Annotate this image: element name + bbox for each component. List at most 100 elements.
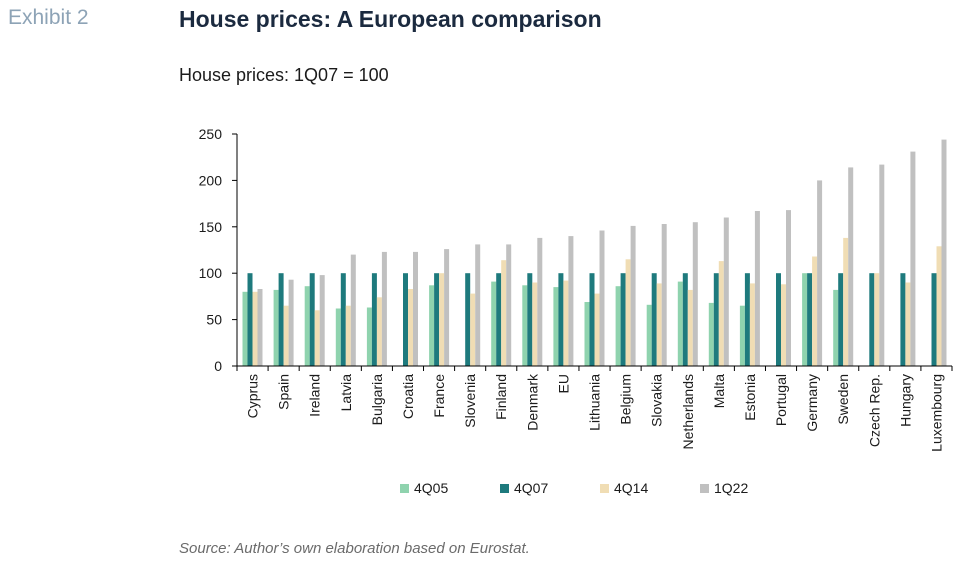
bar-4q07-hungary bbox=[900, 273, 906, 366]
bar-4q14-bulgaria bbox=[376, 297, 382, 366]
legend-swatch bbox=[400, 483, 409, 493]
legend-label: 4Q14 bbox=[614, 480, 649, 496]
bar-4q14-germany bbox=[812, 256, 818, 366]
legend-label: 4Q05 bbox=[414, 480, 449, 496]
bar-4q14-croatia bbox=[408, 289, 413, 366]
bar-4q14-lithuania bbox=[594, 293, 600, 366]
bar-4q07-portugal bbox=[776, 273, 781, 366]
x-tick-label: Croatia bbox=[400, 374, 416, 419]
bar-4q05-ireland bbox=[304, 286, 310, 366]
bar-4q14-denmark bbox=[532, 282, 538, 366]
bar-1q22-ireland bbox=[319, 275, 325, 366]
bar-4q14-estonia bbox=[749, 283, 755, 366]
legend-label: 1Q22 bbox=[714, 480, 749, 496]
bar-4q07-malta bbox=[713, 273, 719, 366]
bar-4q14-hungary bbox=[905, 282, 911, 366]
bar-4q05-denmark bbox=[522, 285, 528, 366]
x-tick-label: Czech Rep. bbox=[866, 374, 882, 447]
bar-1q22-sweden bbox=[848, 167, 854, 366]
bars-group bbox=[242, 139, 947, 366]
bar-4q07-bulgaria bbox=[371, 273, 377, 366]
bar-4q07-finland bbox=[496, 273, 502, 366]
x-tick-label: Denmark bbox=[524, 373, 540, 431]
bar-1q22-croatia bbox=[413, 251, 418, 366]
legend-label: 4Q07 bbox=[514, 480, 549, 496]
y-tick-label: 250 bbox=[199, 126, 223, 142]
x-tick-label: Portugal bbox=[773, 374, 789, 426]
x-tick-label: Cyprus bbox=[245, 374, 261, 418]
bar-4q14-malta bbox=[718, 261, 724, 366]
bar-4q14-cyprus bbox=[252, 291, 258, 366]
bar-4q05-lithuania bbox=[584, 302, 590, 366]
y-tick-label: 100 bbox=[199, 265, 223, 281]
bar-4q07-denmark bbox=[527, 273, 533, 366]
bar-1q22-france bbox=[444, 249, 450, 366]
bar-4q07-belgium bbox=[620, 273, 626, 366]
legend-swatch bbox=[500, 483, 509, 493]
bar-4q14-sweden bbox=[843, 237, 849, 366]
bar-4q07-croatia bbox=[403, 273, 408, 366]
bar-1q22-luxembourg bbox=[941, 139, 947, 366]
bar-4q14-latvia bbox=[345, 305, 351, 366]
x-tick-label: Slovakia bbox=[649, 374, 665, 427]
x-tick-label: Latvia bbox=[338, 374, 354, 412]
bar-4q14-portugal bbox=[781, 284, 786, 366]
bar-4q05-finland bbox=[491, 281, 497, 366]
x-tick-label: EU bbox=[555, 374, 571, 393]
bar-4q05-germany bbox=[802, 273, 808, 366]
bar-4q05-malta bbox=[708, 302, 714, 366]
y-tick-label: 0 bbox=[214, 358, 222, 374]
bar-1q22-netherlands bbox=[692, 222, 698, 366]
legend-item-4q05: 4Q05 bbox=[400, 480, 500, 496]
x-tick-label: Ireland bbox=[307, 374, 323, 417]
source-note: Source: Author’s own elaboration based o… bbox=[179, 540, 530, 557]
x-tick-label: Sweden bbox=[835, 374, 851, 425]
exhibit-label: Exhibit 2 bbox=[8, 6, 89, 29]
bar-4q14-slovenia bbox=[470, 293, 476, 366]
bar-4q14-ireland bbox=[314, 310, 320, 366]
bar-4q07-czech-rep- bbox=[869, 273, 875, 366]
bar-4q07-eu bbox=[558, 273, 564, 366]
legend-item-4q07: 4Q07 bbox=[500, 480, 600, 496]
bar-4q07-slovakia bbox=[651, 273, 657, 366]
chart-title: House prices: A European comparison bbox=[179, 6, 602, 32]
bar-4q05-belgium bbox=[615, 286, 621, 366]
bar-1q22-spain bbox=[288, 279, 294, 366]
bar-4q05-slovakia bbox=[646, 304, 652, 366]
x-tick-label: Bulgaria bbox=[369, 374, 385, 426]
bar-4q05-france bbox=[429, 285, 435, 366]
x-tick-label: Netherlands bbox=[680, 374, 696, 450]
bar-4q07-cyprus bbox=[247, 273, 253, 366]
bar-1q22-germany bbox=[817, 180, 823, 366]
bar-1q22-cyprus bbox=[257, 289, 263, 366]
legend-swatch bbox=[600, 483, 609, 493]
bar-4q14-finland bbox=[501, 260, 507, 366]
bar-4q05-eu bbox=[553, 287, 559, 366]
bar-4q07-luxembourg bbox=[931, 273, 937, 366]
bar-4q07-netherlands bbox=[682, 273, 688, 366]
bar-1q22-malta bbox=[723, 217, 729, 366]
bar-1q22-bulgaria bbox=[381, 251, 387, 366]
bar-1q22-czech-rep- bbox=[879, 164, 885, 366]
bar-4q14-france bbox=[439, 273, 445, 366]
bar-4q14-belgium bbox=[625, 259, 631, 366]
bar-1q22-finland bbox=[506, 244, 512, 366]
x-tick-label: Belgium bbox=[618, 374, 634, 425]
bar-4q07-lithuania bbox=[589, 273, 595, 366]
bar-4q05-cyprus bbox=[242, 291, 248, 366]
bar-4q05-estonia bbox=[739, 305, 745, 366]
x-tick-label: Malta bbox=[711, 374, 727, 408]
y-tick-label: 50 bbox=[206, 312, 222, 328]
chart-subtitle: House prices: 1Q07 = 100 bbox=[179, 65, 389, 85]
bar-4q07-slovenia bbox=[465, 273, 471, 366]
bar-4q07-germany bbox=[807, 273, 813, 366]
bar-4q14-luxembourg bbox=[936, 246, 942, 366]
bar-1q22-lithuania bbox=[599, 230, 605, 366]
bar-4q05-sweden bbox=[833, 289, 839, 366]
x-tick-label: Hungary bbox=[897, 374, 913, 427]
bar-1q22-eu bbox=[568, 236, 574, 366]
legend-item-1q22: 1Q22 bbox=[700, 480, 800, 496]
bar-4q07-france bbox=[434, 273, 440, 366]
bar-4q14-spain bbox=[283, 305, 289, 366]
